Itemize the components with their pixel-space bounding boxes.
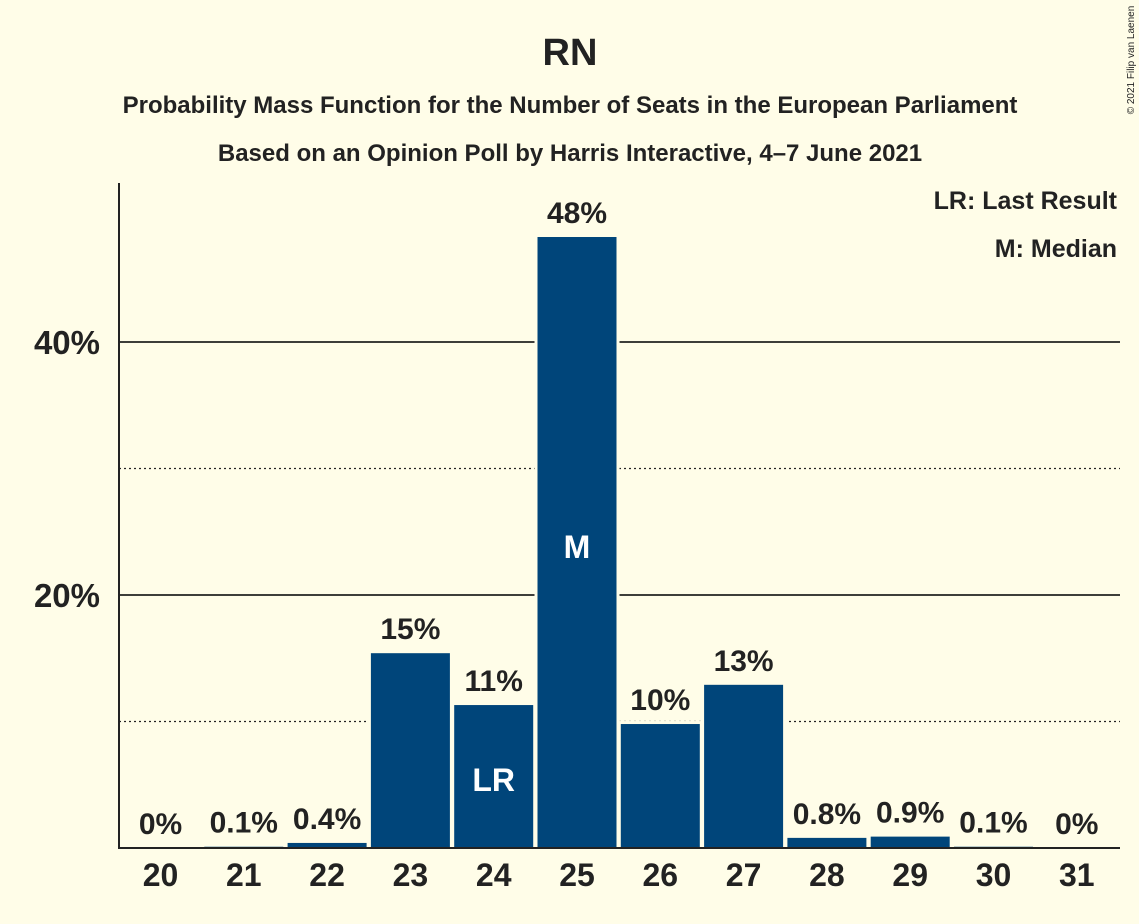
data-label-seat-30: 0.1%	[959, 807, 1027, 840]
x-tick-label: 26	[643, 857, 679, 893]
bars	[201, 234, 1036, 848]
data-label-seat-21: 0.1%	[210, 807, 278, 840]
data-label-seat-26: 10%	[630, 684, 690, 717]
y-axis-ticks: 20% 40%	[34, 324, 100, 614]
data-label-seat-28: 0.8%	[793, 798, 861, 831]
bar-seat-29	[870, 836, 950, 848]
bar-halo	[201, 843, 287, 848]
bar-seat-25	[537, 237, 617, 848]
bar-seat-27	[704, 684, 784, 848]
x-tick-label: 22	[309, 857, 345, 893]
x-tick-label: 20	[143, 857, 179, 893]
chart-subtitle-1: Probability Mass Function for the Number…	[123, 92, 1018, 119]
x-tick-label: 30	[976, 857, 1012, 893]
x-tick-label: 23	[393, 857, 429, 893]
median-marker: M	[564, 529, 591, 565]
bar-seat-26	[620, 724, 700, 848]
data-label-seat-22: 0.4%	[293, 803, 361, 836]
bar-seat-22	[287, 842, 367, 848]
legend-median: M: Median	[995, 235, 1117, 263]
x-tick-label: 24	[476, 857, 512, 893]
chart-title: RN	[543, 32, 598, 74]
copyright-text: © 2021 Filip van Laenen	[1126, 6, 1137, 115]
x-tick-label: 25	[559, 857, 595, 893]
data-labels: 0% 0.1% 0.4% 15% 11% LR 48% M 10% 13% 0.8% 0.9% 0.1%…	[139, 197, 1099, 841]
x-tick-label: 28	[809, 857, 845, 893]
x-tick-label: 31	[1059, 857, 1095, 893]
chart-subtitle-2: Based on an Opinion Poll by Harris Inter…	[218, 140, 922, 167]
bar-halo	[951, 843, 1036, 848]
x-axis-ticks: 20 21 22 23 24 25 26 27 28 29 30 31	[143, 857, 1095, 893]
bar-seat-23	[370, 653, 450, 848]
legend-last-result: LR: Last Result	[934, 187, 1118, 215]
data-label-seat-24: 11%	[465, 665, 523, 698]
bar-seat-24	[454, 705, 534, 848]
last-result-marker: LR	[472, 762, 515, 798]
data-label-seat-23: 15%	[380, 613, 440, 646]
data-label-seat-27: 13%	[714, 645, 774, 678]
bar-seat-28	[787, 837, 867, 848]
y-tick-label: 40%	[34, 324, 100, 361]
x-tick-label: 21	[226, 857, 262, 893]
data-label-seat-29: 0.9%	[876, 797, 944, 830]
x-tick-label: 27	[726, 857, 762, 893]
data-label-seat-20: 0%	[139, 808, 182, 841]
data-label-seat-31: 0%	[1055, 808, 1098, 841]
x-tick-label: 29	[892, 857, 928, 893]
data-label-seat-25: 48%	[547, 197, 607, 230]
y-tick-label: 20%	[34, 577, 100, 614]
